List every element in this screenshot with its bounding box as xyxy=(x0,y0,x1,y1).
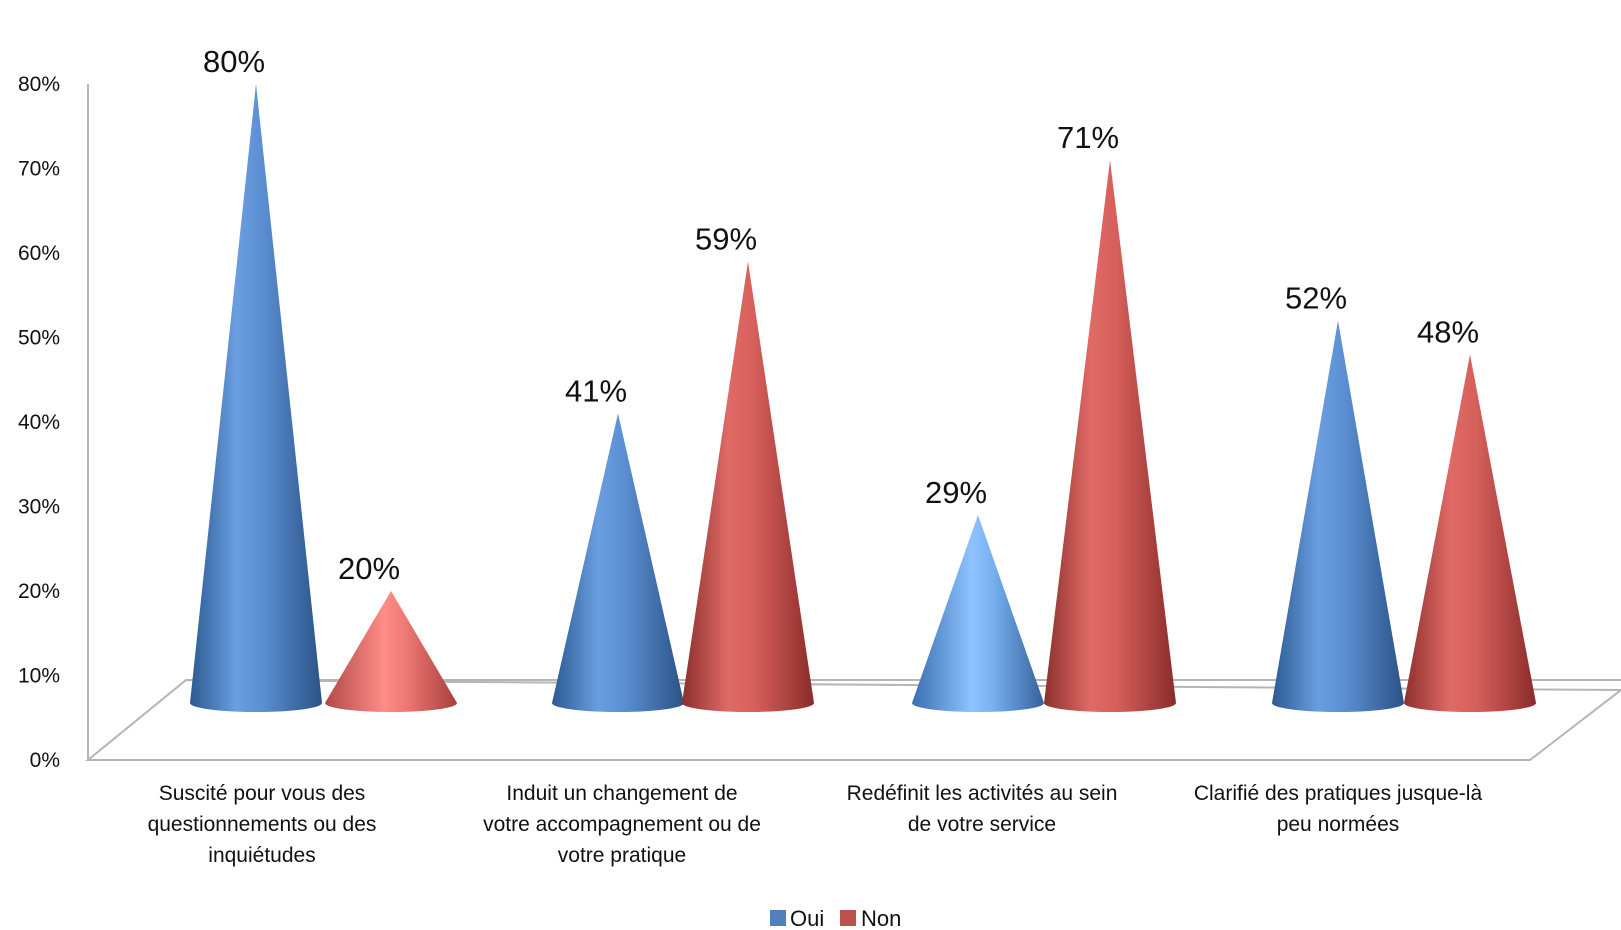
cone-non-1 xyxy=(325,591,457,712)
legend-label-oui: Oui xyxy=(790,906,824,930)
category-label-1: Suscité pour vous des xyxy=(159,782,366,805)
y-tick-label: 60% xyxy=(18,242,60,265)
chart-floor xyxy=(85,678,1621,761)
category-label-2: votre pratique xyxy=(558,844,686,867)
category-label-3: de votre service xyxy=(908,813,1056,836)
category-label-2: Induit un changement de xyxy=(506,782,737,805)
value-label-non-2: 59% xyxy=(695,221,757,256)
value-labels: 80% 20% 41% 59% 29% 71% 52% 48% xyxy=(203,44,1479,586)
y-tick-label: 10% xyxy=(18,665,60,688)
category-labels: Suscité pour vous des questionnements ou … xyxy=(148,782,1483,867)
y-axis-ticks: 0% 10% 20% 30% 40% 50% 60% 70% 80% xyxy=(18,73,60,772)
value-label-non-4: 48% xyxy=(1417,314,1479,349)
y-tick-label: 50% xyxy=(18,327,60,350)
y-tick-label: 70% xyxy=(18,158,60,181)
category-label-1: inquiétudes xyxy=(208,844,315,867)
cone-oui-2 xyxy=(552,413,684,712)
cone-non-2 xyxy=(682,261,814,712)
cone-oui-3 xyxy=(912,514,1044,712)
category-label-4: Clarifié des pratiques jusque-là xyxy=(1194,782,1483,805)
y-tick-label: 30% xyxy=(18,496,60,519)
y-tick-label: 0% xyxy=(30,749,60,772)
value-label-non-1: 20% xyxy=(338,551,400,586)
cone-oui-1 xyxy=(190,84,322,712)
category-label-4: peu normées xyxy=(1277,813,1400,836)
value-label-oui-4: 52% xyxy=(1285,281,1347,316)
legend-swatch-oui xyxy=(770,910,786,926)
legend-swatch-non xyxy=(840,910,856,926)
cone-non-3 xyxy=(1044,160,1176,713)
cone-oui-4 xyxy=(1272,320,1404,712)
category-label-3: Redéfinit les activités au sein xyxy=(847,782,1118,805)
legend: Oui Non xyxy=(770,906,901,930)
y-tick-label: 40% xyxy=(18,411,60,434)
value-label-non-3: 71% xyxy=(1057,120,1119,155)
value-label-oui-2: 41% xyxy=(565,374,627,409)
category-label-1: questionnements ou des xyxy=(148,813,377,836)
category-label-2: votre accompagnement ou de xyxy=(483,813,761,836)
value-label-oui-3: 29% xyxy=(925,475,987,510)
y-tick-label: 80% xyxy=(18,73,60,96)
cone-non-4 xyxy=(1404,354,1536,712)
cone-series xyxy=(190,84,1536,713)
legend-label-non: Non xyxy=(861,906,901,930)
value-label-oui-1: 80% xyxy=(203,44,265,79)
y-tick-label: 20% xyxy=(18,580,60,603)
